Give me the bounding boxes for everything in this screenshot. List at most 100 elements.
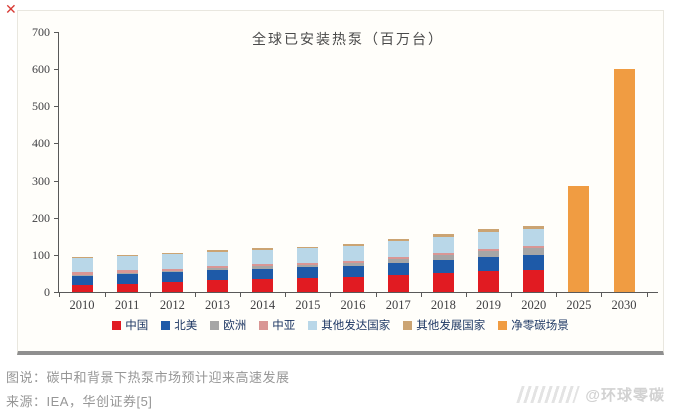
- bar-segment-北美: [387, 263, 409, 275]
- bar-segment-中国: [252, 279, 274, 292]
- heat-pump-chart: 全球已安装热泵（百万台） 0 100 200 300 400 500 600 700 2010 2…: [18, 11, 663, 351]
- bar-segment-净零碳场景: [568, 186, 590, 292]
- bar-segment-其他发达国家: [432, 236, 454, 253]
- y-tick-label: 600: [32, 62, 50, 77]
- x-tick-mark: [59, 293, 61, 297]
- bar-segment-中国: [342, 277, 364, 292]
- source-caption: 来源：IEA，华创证券[5]: [6, 394, 153, 409]
- bar-segment-其他发达国家: [387, 241, 409, 258]
- x-tick-label: 2020: [521, 298, 547, 312]
- x-tick-label: 2014: [250, 298, 276, 312]
- bar-segment-其他发展国家: [387, 239, 409, 242]
- legend-label: 北美: [174, 320, 198, 332]
- bar-segment-欧洲: [342, 263, 364, 266]
- bar-segment-北美: [161, 272, 183, 283]
- y-tick-mark: [54, 143, 58, 145]
- bar-segment-中国: [297, 278, 319, 292]
- x-tick-label: 2017: [385, 298, 411, 312]
- legend-swatch: [161, 320, 171, 330]
- y-tick-label: 300: [32, 173, 50, 188]
- y-tick-mark: [54, 69, 58, 71]
- y-tick-label: 500: [32, 99, 50, 114]
- bar-segment-其他发展国家: [297, 246, 319, 249]
- chart-legend: 中国 北美 欧洲 中亚 其他发达国家 其他发展国家 净零碳场景: [18, 317, 663, 333]
- bar-segment-其他发达国家: [342, 245, 364, 261]
- bar-segment-其他发展国家: [116, 254, 138, 256]
- x-tick-mark: [420, 293, 422, 297]
- x-tick-mark: [601, 293, 603, 297]
- legend-label: 其他发达国家: [321, 320, 391, 332]
- bar-segment-中亚: [432, 253, 454, 256]
- bar-segment-北美: [523, 254, 545, 270]
- legend-swatch: [498, 320, 508, 330]
- bar-segment-欧洲: [207, 268, 228, 271]
- legend-item: 其他发达国家: [308, 317, 390, 333]
- legend-item: 中国: [112, 317, 148, 333]
- x-tick-label: 2013: [205, 298, 230, 312]
- y-tick-mark: [54, 292, 58, 293]
- legend-swatch: [210, 320, 220, 330]
- x-tick-mark: [330, 293, 332, 297]
- x-tick-label: 2016: [340, 298, 366, 312]
- bar-segment-中亚: [387, 257, 409, 260]
- x-tick-label: 2012: [159, 298, 185, 312]
- bar-segment-其他发展国家: [71, 256, 93, 258]
- bar-segment-北美: [116, 274, 138, 284]
- chart-title: 全球已安装热泵（百万台）: [252, 33, 444, 48]
- legend-item: 欧洲: [210, 317, 246, 333]
- bar-segment-其他发达国家: [161, 254, 183, 269]
- bar-segment-其他发达国家: [116, 255, 138, 271]
- x-tick-mark: [285, 293, 287, 297]
- bar-segment-北美: [71, 275, 93, 286]
- legend-label: 净零碳场景: [511, 320, 569, 332]
- bar-segment-欧洲: [161, 270, 183, 273]
- bar-segment-净零碳场景: [613, 69, 635, 292]
- x-tick-mark: [194, 293, 196, 297]
- bar-segment-中亚: [297, 262, 319, 265]
- y-tick-label: 700: [32, 25, 50, 39]
- bar-segment-中国: [478, 270, 500, 292]
- legend-label: 欧洲: [223, 320, 247, 332]
- bar-segment-中亚: [207, 266, 228, 269]
- legend-swatch: [259, 320, 269, 330]
- y-tick-label: 0: [44, 285, 50, 299]
- bar-segment-欧洲: [387, 259, 409, 264]
- bar-segment-北美: [478, 256, 500, 271]
- bar-segment-欧洲: [478, 250, 500, 257]
- y-tick-mark: [54, 254, 58, 256]
- x-tick-label: 2010: [69, 298, 95, 312]
- x-tick-mark: [556, 293, 558, 297]
- x-tick-mark: [240, 293, 242, 297]
- bar-segment-北美: [342, 266, 364, 278]
- bar-segment-其他发达国家: [252, 249, 274, 265]
- x-tick-label: 2018: [430, 298, 456, 312]
- bar-segment-欧洲: [297, 264, 319, 268]
- close-icon[interactable]: ✕: [5, 2, 17, 18]
- x-tick-label: 2025: [566, 298, 592, 312]
- x-axis: [58, 292, 658, 293]
- watermark: @环球零碳: [516, 384, 665, 405]
- bar-segment-中国: [432, 273, 454, 292]
- bar-segment-欧洲: [71, 274, 93, 276]
- bar-segment-其他发达国家: [478, 231, 500, 249]
- x-tick-mark: [149, 293, 151, 297]
- bar-segment-其他发展国家: [207, 250, 228, 252]
- watermark-handle: @环球零碳: [585, 387, 665, 404]
- bar-segment-中国: [207, 280, 228, 292]
- bar-segment-其他发展国家: [432, 234, 454, 237]
- legend-item: 中亚: [259, 317, 295, 333]
- bar-segment-中亚: [116, 270, 138, 273]
- bar-segment-欧洲: [523, 248, 545, 255]
- bar-segment-中亚: [161, 268, 183, 271]
- bar-segment-其他发达国家: [71, 257, 93, 273]
- bar-segment-欧洲: [432, 255, 454, 261]
- platform-logo-icon: [516, 386, 581, 403]
- x-tick-label: 2030: [611, 298, 637, 312]
- bar-segment-其他发达国家: [297, 248, 319, 263]
- y-tick-label: 100: [32, 247, 50, 262]
- legend-item: 其他发展国家: [403, 317, 485, 333]
- bar-segment-北美: [297, 267, 319, 279]
- bar-segment-北美: [432, 260, 454, 274]
- legend-swatch: [403, 320, 413, 330]
- bar-segment-其他发展国家: [523, 226, 545, 230]
